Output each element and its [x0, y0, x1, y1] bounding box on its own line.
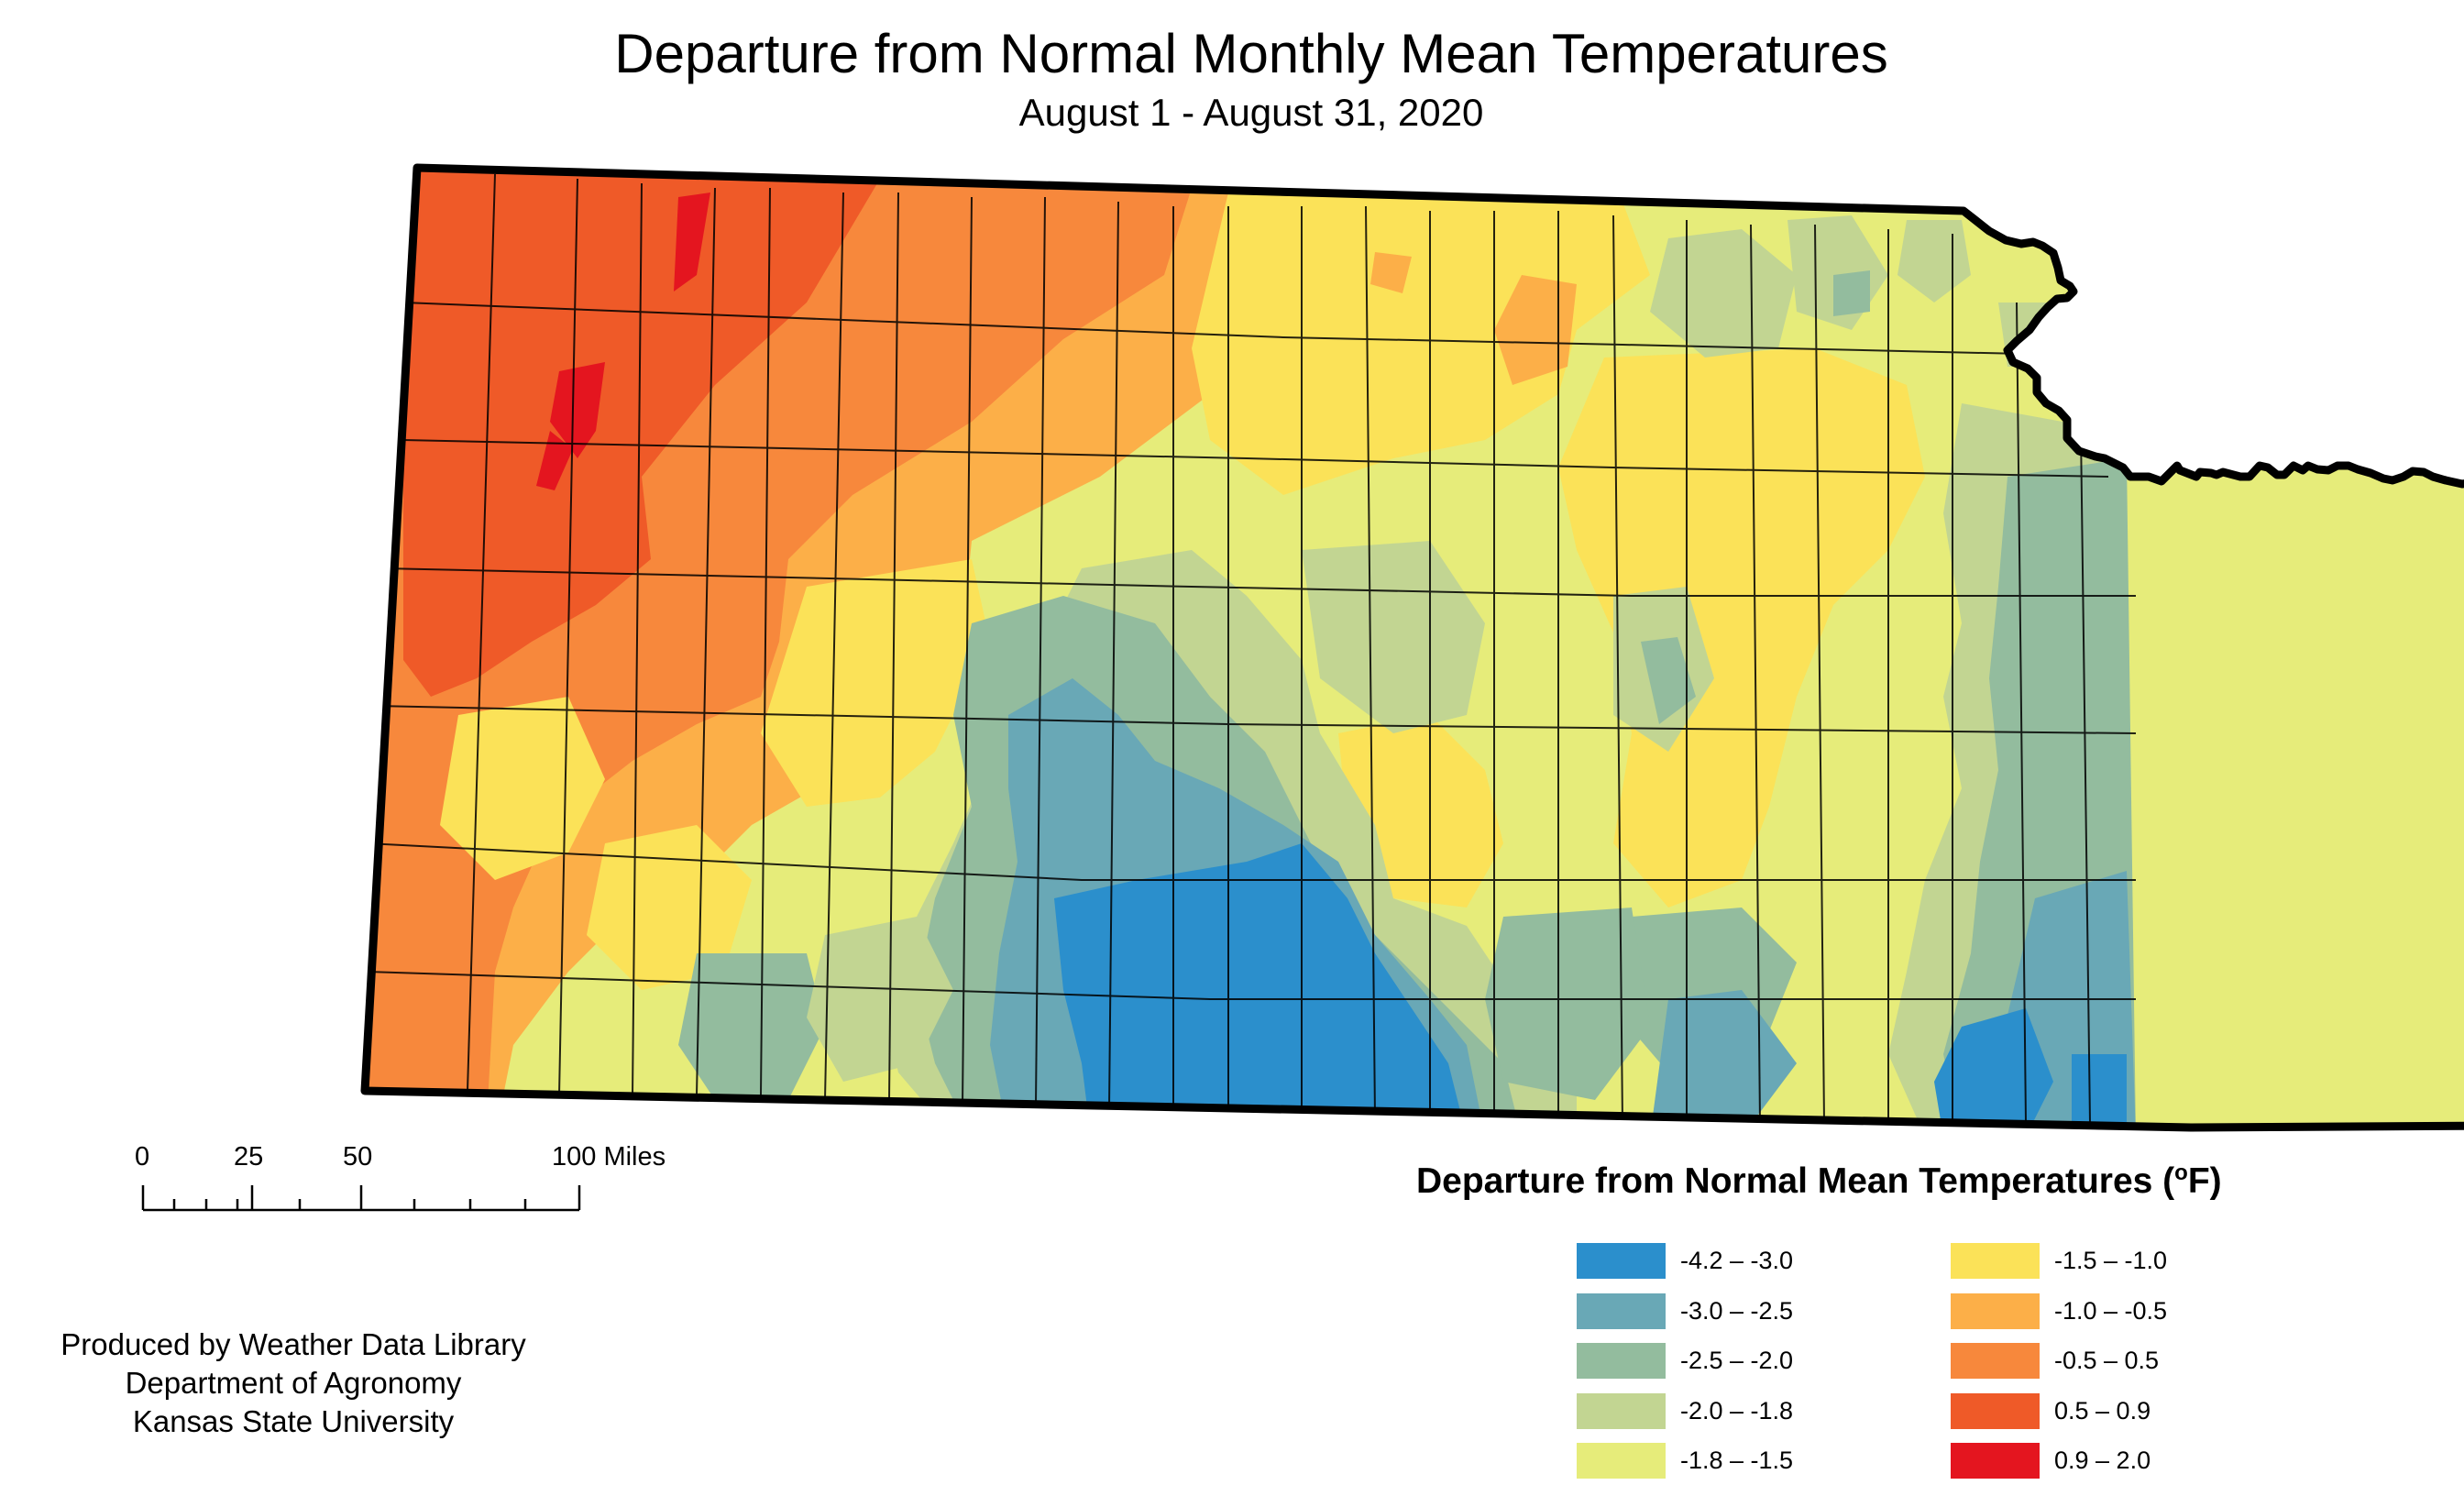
legend-swatch	[1577, 1292, 1666, 1329]
map-subtitle: August 1 - August 31, 2020	[1018, 91, 1484, 134]
legend-swatch	[1577, 1243, 1666, 1279]
legend-title-degree: o	[2174, 1160, 2188, 1185]
legend-swatch	[1577, 1343, 1666, 1379]
scale-label-100: 100 Miles	[552, 1142, 666, 1172]
legend-label: -0.5 – 0.5	[2054, 1347, 2160, 1374]
legend-label: -1.5 – -1.0	[2054, 1247, 2168, 1274]
legend-swatch	[1577, 1392, 1666, 1429]
kansas-temperature-map	[360, 163, 2464, 1132]
legend-title-unit: F)	[2187, 1161, 2222, 1201]
credit-line-1: Produced by Weather Data Library	[60, 1327, 526, 1361]
legend-swatch	[1951, 1392, 2040, 1429]
scale-label-25: 25	[234, 1142, 264, 1172]
legend-label: 0.9 – 2.0	[2054, 1446, 2151, 1474]
legend-swatch	[1577, 1443, 1666, 1479]
legend-label: -3.0 – -2.5	[1680, 1296, 1794, 1325]
legend-label: -4.2 – -3.0	[1680, 1247, 1794, 1274]
legend-swatch	[1951, 1243, 2040, 1279]
credit-line-3: Kansas State University	[132, 1404, 455, 1438]
legend-swatch	[1951, 1343, 2040, 1379]
legend-swatch	[1951, 1292, 2040, 1329]
legend-label: -1.0 – -0.5	[2054, 1296, 2168, 1325]
scale-label-50: 50	[343, 1142, 373, 1172]
scale-ruler	[141, 1185, 581, 1212]
scale-label-0: 0	[135, 1142, 150, 1172]
credit-line-2: Department of Agronomy	[125, 1366, 462, 1400]
legend-label: -1.8 – -1.5	[1680, 1446, 1794, 1474]
legend-swatch	[1951, 1443, 2040, 1479]
legend-title-text: Departure from Normal Mean Temperatures …	[1416, 1161, 2175, 1201]
legend-label: -2.0 – -1.8	[1680, 1396, 1794, 1424]
legend-label: -2.5 – -2.0	[1680, 1347, 1794, 1374]
credits: Produced by Weather Data Library Departm…	[46, 1326, 541, 1441]
scale-bar: 0 25 50 100 Miles	[119, 1141, 715, 1215]
kansas-state-border	[360, 163, 2464, 1132]
legend-label: 0.5 – 0.9	[2054, 1396, 2151, 1424]
legend-title: Departure from Normal Mean Temperatures …	[1416, 1151, 2222, 1204]
map-title: Departure from Normal Monthly Mean Tempe…	[614, 23, 1888, 84]
